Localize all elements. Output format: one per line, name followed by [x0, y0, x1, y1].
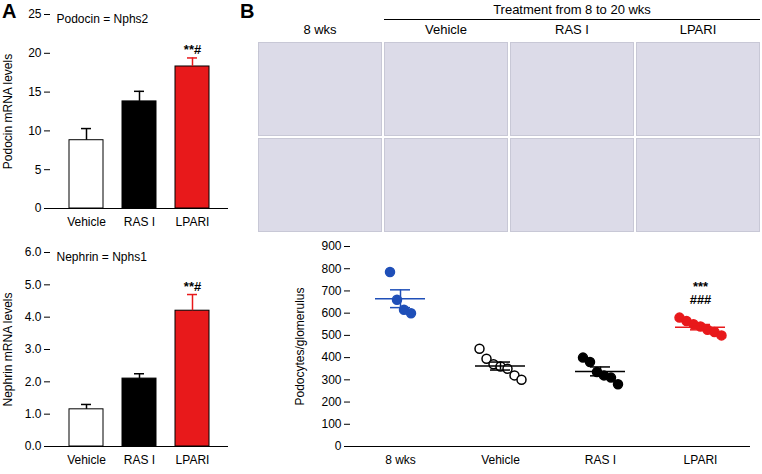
svg-text:Vehicle: Vehicle: [67, 453, 106, 467]
svg-text:20: 20: [28, 46, 42, 60]
svg-text:RAS I: RAS I: [124, 453, 155, 467]
svg-text:900: 900: [321, 239, 341, 253]
svg-text:400: 400: [321, 350, 341, 364]
svg-text:0: 0: [335, 439, 342, 453]
svg-text:***###: ***###: [690, 279, 712, 307]
svg-text:LPARI: LPARI: [176, 453, 210, 467]
svg-text:Nephrin = Nphs1: Nephrin = Nphs1: [57, 250, 148, 264]
svg-text:8 wks: 8 wks: [385, 453, 416, 467]
svg-text:300: 300: [321, 373, 341, 387]
svg-text:5.0: 5.0: [25, 278, 42, 292]
svg-text:RAS I: RAS I: [585, 453, 616, 467]
html-text:Vehicle: Vehicle: [425, 22, 467, 37]
svg-text:500: 500: [321, 328, 341, 342]
html-text:A: A: [2, 0, 17, 22]
html-text:LPARI: LPARI: [679, 22, 717, 37]
svg-text:Podocin mRNA levels: Podocin mRNA levels: [1, 54, 15, 169]
html-text:Treatment from 8 to 20 wks: Treatment from 8 to 20 wks: [493, 2, 651, 17]
svg-text:4.0: 4.0: [25, 310, 42, 324]
svg-text:1.0: 1.0: [25, 407, 42, 421]
svg-text:Vehicle: Vehicle: [481, 453, 520, 467]
html-text:RAS I: RAS I: [555, 22, 589, 37]
svg-text:200: 200: [321, 395, 341, 409]
svg-text:700: 700: [321, 284, 341, 298]
svg-text:600: 600: [321, 306, 341, 320]
svg-text:**#: **#: [184, 279, 202, 294]
html-text:8 wks: 8 wks: [303, 22, 337, 37]
svg-text:25: 25: [28, 7, 42, 21]
svg-text:2.0: 2.0: [25, 375, 42, 389]
svg-text:LPARI: LPARI: [176, 215, 210, 229]
svg-text:Podocin = Nphs2: Podocin = Nphs2: [57, 12, 149, 26]
svg-text:100: 100: [321, 417, 341, 431]
svg-text:6.0: 6.0: [25, 245, 42, 259]
svg-text:0.0: 0.0: [25, 439, 42, 453]
svg-text:Nephrin mRNA levels: Nephrin mRNA levels: [1, 292, 15, 406]
svg-text:Vehicle: Vehicle: [67, 215, 106, 229]
svg-text:10: 10: [28, 124, 42, 138]
svg-text:Podocytes/glomerulus: Podocytes/glomerulus: [293, 287, 307, 405]
svg-text:LPARI: LPARI: [684, 453, 718, 467]
svg-text:RAS I: RAS I: [124, 215, 155, 229]
svg-text:5: 5: [35, 163, 42, 177]
svg-text:15: 15: [28, 85, 42, 99]
svg-text:0: 0: [35, 201, 42, 215]
svg-text:3.0: 3.0: [25, 342, 42, 356]
svg-text:800: 800: [321, 262, 341, 276]
html-text:B: B: [240, 0, 255, 22]
svg-text:**#: **#: [184, 42, 202, 57]
